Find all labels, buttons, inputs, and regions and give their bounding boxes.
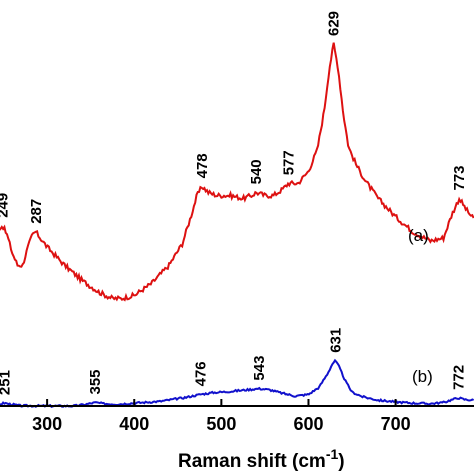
peak-label-a-478: 478 xyxy=(194,153,211,178)
peak-label-b-251: 251 xyxy=(0,370,13,395)
curve-label-b: (b) xyxy=(412,367,433,386)
x-axis-title: Raman shift (cm-1) xyxy=(178,446,345,472)
peak-label-b-772: 772 xyxy=(450,365,467,390)
x-tick-label-700: 700 xyxy=(381,414,411,434)
spectrum-line-b xyxy=(0,358,474,408)
x-axis-title-superscript: -1 xyxy=(326,446,339,462)
peak-label-a-540: 540 xyxy=(248,159,265,184)
peak-label-b-631: 631 xyxy=(328,328,345,353)
peak-label-b-476: 476 xyxy=(192,361,209,386)
spectrum-line-a xyxy=(0,42,474,302)
x-axis-ticks: 200300400500600700 xyxy=(32,399,411,434)
x-tick-label-500: 500 xyxy=(206,414,236,434)
curve-label-a: (a) xyxy=(408,226,429,245)
peak-label-a-249: 249 xyxy=(0,193,12,218)
peak-label-a-629: 629 xyxy=(326,11,343,36)
peak-labels: 249 287 478 540 577 629 773 251 355 476 543 631 772 xyxy=(0,11,468,395)
plot-area xyxy=(0,42,474,408)
peak-label-b-355: 355 xyxy=(87,369,104,394)
x-axis-title-main: Raman shift (cm xyxy=(178,451,326,472)
x-tick-label-400: 400 xyxy=(119,414,149,434)
peak-label-a-287: 287 xyxy=(28,199,45,224)
x-tick-label-300: 300 xyxy=(32,414,62,434)
x-tick-label-600: 600 xyxy=(293,414,323,434)
peak-label-b-543: 543 xyxy=(251,356,268,381)
peak-label-a-577: 577 xyxy=(280,150,297,175)
x-axis-title-close: ) xyxy=(338,451,344,472)
peak-label-a-773: 773 xyxy=(451,165,468,190)
